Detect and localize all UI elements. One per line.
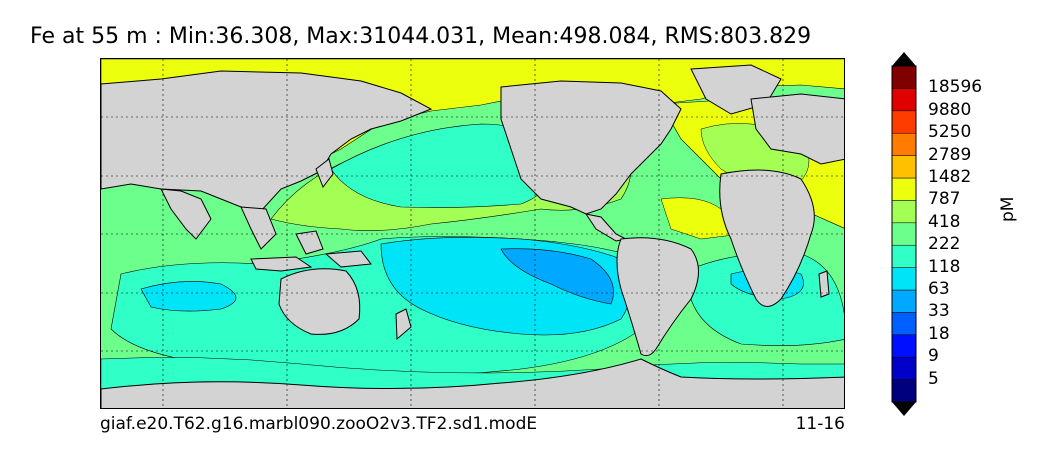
- colorbar-segment: [891, 289, 917, 313]
- colorbar-outline: [891, 65, 917, 403]
- colorbar-segments: [891, 52, 917, 416]
- map-plot-area: [100, 58, 845, 409]
- land-indonesia: [250, 256, 313, 272]
- colorbar-tick-label: 18596: [928, 77, 983, 98]
- colorbar-segment: [891, 356, 917, 380]
- colorbar-segment: [891, 379, 917, 403]
- colorbar-segment: [891, 267, 917, 291]
- colorbar-min-extend-arrow: [892, 402, 916, 416]
- colorbar-segment: [891, 312, 917, 336]
- colorbar-segment: [891, 222, 917, 246]
- land-new-zealand: [395, 308, 412, 341]
- land-borneo: [295, 230, 324, 255]
- colorbar-tick-label: 118: [928, 256, 961, 277]
- land-indochina: [240, 206, 277, 250]
- ocean-field-map: [101, 59, 844, 408]
- colorbar-tick-label: 1482: [928, 167, 972, 187]
- colorbar-segment: [891, 244, 917, 268]
- colorbar-segment: [891, 65, 917, 89]
- colorbar: [891, 52, 917, 416]
- south-indian-low-fe-region: [140, 281, 237, 312]
- colorbar-tick-label: 5250: [928, 122, 972, 143]
- land-masses: [101, 64, 844, 408]
- land-india: [160, 188, 212, 240]
- colorbar-segment: [891, 177, 917, 201]
- colorbar-tick-label: 9880: [928, 99, 972, 120]
- colorbar-tick-label: 787: [928, 189, 961, 210]
- land-japan: [315, 158, 334, 189]
- land-europe: [750, 93, 844, 165]
- colorbar-max-extend-arrow: [892, 52, 916, 66]
- colorbar-units-label: pM: [998, 196, 1018, 222]
- map-title: Fe at 55 m : Min:36.308, Max:31044.031, …: [30, 24, 812, 49]
- pacific-minimum-fe-region: [500, 248, 614, 305]
- equatorial-atlantic-high-fe: [660, 197, 742, 240]
- colorbar-segment: [891, 334, 917, 358]
- land-australia: [278, 268, 361, 335]
- colorbar-segment: [891, 88, 917, 112]
- land-new-guinea: [324, 250, 372, 268]
- colorbar-tick-label: 63: [928, 279, 950, 299]
- land-madagascar: [818, 270, 830, 298]
- land-north-america: [500, 80, 682, 215]
- colorbar-tick-label: 5: [928, 368, 939, 389]
- colorbar-tick-label: 18: [928, 323, 950, 344]
- colorbar-tick-label: 9: [928, 346, 939, 367]
- colorbar-segment: [891, 110, 917, 134]
- case-name-label: giaf.e20.T62.g16.marbl090.zooO2v3.TF2.sd…: [100, 414, 538, 434]
- colorbar-segment: [891, 200, 917, 224]
- colorbar-tick-label: 418: [928, 211, 961, 232]
- land-south-america: [616, 237, 699, 357]
- colorbar-segment: [891, 132, 917, 156]
- colorbar-tick-label: 33: [928, 301, 950, 322]
- graticule: [101, 59, 844, 408]
- date-label: 11-16: [795, 414, 845, 434]
- colorbar-tick-label: 222: [928, 234, 961, 255]
- land-africa: [719, 169, 815, 307]
- colorbar-tick-label: 2789: [928, 144, 972, 165]
- colorbar-segment: [891, 155, 917, 179]
